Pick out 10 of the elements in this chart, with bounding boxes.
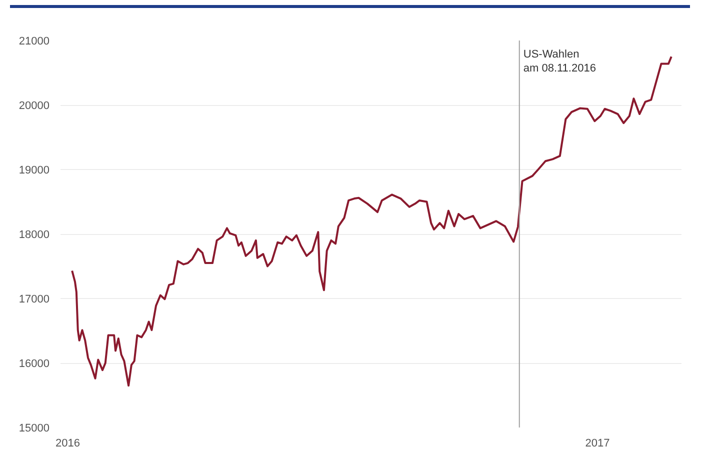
y-tick-label: 18000 — [18, 229, 50, 241]
y-tick-label: 21000 — [18, 36, 50, 48]
y-tick-label: 19000 — [18, 164, 50, 176]
ref-line-label: US-Wahlen am 08.11.2016 — [523, 48, 596, 74]
x-tick-label: 2016 — [56, 438, 80, 450]
y-tick-label: 20000 — [18, 100, 50, 112]
y-tick-label: 16000 — [18, 358, 50, 370]
x-tick-label: 2017 — [585, 438, 610, 450]
y-tick-label: 15000 — [18, 422, 50, 434]
y-tick-label: 17000 — [18, 294, 50, 306]
